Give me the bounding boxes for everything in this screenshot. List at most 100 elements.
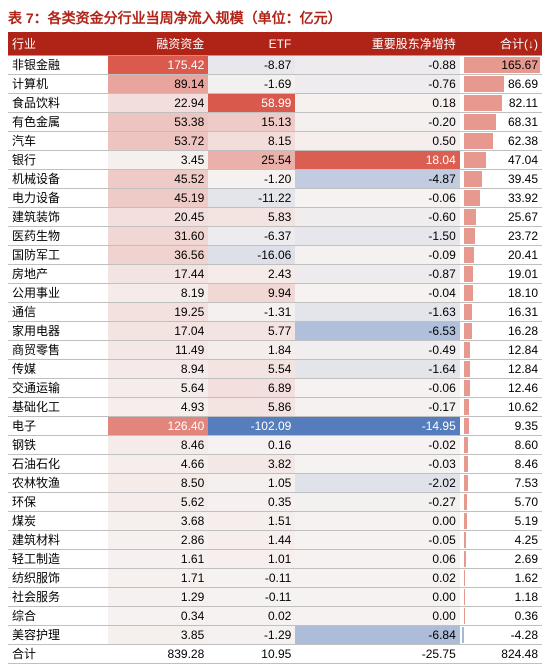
row-name: 有色金属 [8, 113, 108, 132]
table-row: 社会服务1.29-0.110.001.18 [8, 588, 542, 607]
cell-total: 16.28 [460, 322, 542, 341]
col-etf: ETF [208, 32, 295, 56]
cell-margin: 126.40 [108, 417, 208, 436]
cell-total: 62.38 [460, 132, 542, 151]
cell-holder: -1.50 [295, 227, 459, 246]
table-row: 非银金融175.42-8.87-0.88165.67 [8, 56, 542, 75]
row-name: 商贸零售 [8, 341, 108, 360]
cell-etf: -0.11 [208, 569, 295, 588]
col-industry: 行业 [8, 32, 108, 56]
cell-margin: 4.66 [108, 455, 208, 474]
cell-holder: 18.04 [295, 151, 459, 170]
table-row: 机械设备45.52-1.20-4.8739.45 [8, 170, 542, 189]
cell-margin: 5.64 [108, 379, 208, 398]
row-name: 机械设备 [8, 170, 108, 189]
cell-etf: -0.11 [208, 588, 295, 607]
total-c2: 10.95 [208, 645, 295, 664]
cell-total: 47.04 [460, 151, 542, 170]
row-name: 汽车 [8, 132, 108, 151]
cell-etf: -1.69 [208, 75, 295, 94]
cell-margin: 5.62 [108, 493, 208, 512]
cell-etf: 25.54 [208, 151, 295, 170]
cell-margin: 3.68 [108, 512, 208, 531]
cell-total: 4.25 [460, 531, 542, 550]
cell-margin: 1.71 [108, 569, 208, 588]
cell-etf: 15.13 [208, 113, 295, 132]
table-row: 电力设备45.19-11.22-0.0633.92 [8, 189, 542, 208]
total-sum: 824.48 [460, 645, 542, 664]
cell-total: 5.19 [460, 512, 542, 531]
cell-total: 18.10 [460, 284, 542, 303]
cell-total: 68.31 [460, 113, 542, 132]
cell-holder: -6.53 [295, 322, 459, 341]
row-name: 电子 [8, 417, 108, 436]
row-name: 医药生物 [8, 227, 108, 246]
cell-etf: 58.99 [208, 94, 295, 113]
cell-holder: -0.06 [295, 379, 459, 398]
table-row: 石油石化4.663.82-0.038.46 [8, 455, 542, 474]
cell-holder: -0.05 [295, 531, 459, 550]
table-row: 基础化工4.935.86-0.1710.62 [8, 398, 542, 417]
cell-total: 10.62 [460, 398, 542, 417]
cell-etf: -1.29 [208, 626, 295, 645]
row-name: 石油石化 [8, 455, 108, 474]
cell-margin: 1.61 [108, 550, 208, 569]
cell-etf: 5.86 [208, 398, 295, 417]
table-row: 电子126.40-102.09-14.959.35 [8, 417, 542, 436]
cell-total: 9.35 [460, 417, 542, 436]
cell-total: 33.92 [460, 189, 542, 208]
cell-total: 12.46 [460, 379, 542, 398]
table-row: 建筑装饰20.455.83-0.6025.67 [8, 208, 542, 227]
cell-etf: -6.37 [208, 227, 295, 246]
cell-margin: 45.19 [108, 189, 208, 208]
table-row: 环保5.620.35-0.275.70 [8, 493, 542, 512]
cell-holder: -0.60 [295, 208, 459, 227]
table-row: 家用电器17.045.77-6.5316.28 [8, 322, 542, 341]
table-row: 有色金属53.3815.13-0.2068.31 [8, 113, 542, 132]
row-name: 银行 [8, 151, 108, 170]
row-name: 非银金融 [8, 56, 108, 75]
cell-margin: 53.38 [108, 113, 208, 132]
cell-margin: 3.85 [108, 626, 208, 645]
cell-total: 86.69 [460, 75, 542, 94]
row-name: 建筑装饰 [8, 208, 108, 227]
cell-etf: -1.31 [208, 303, 295, 322]
cell-total: 16.31 [460, 303, 542, 322]
cell-total: 25.67 [460, 208, 542, 227]
table-row: 传媒8.945.54-1.6412.84 [8, 360, 542, 379]
col-margin: 融资资金 [108, 32, 208, 56]
cell-margin: 8.46 [108, 436, 208, 455]
cell-etf: 1.05 [208, 474, 295, 493]
table-row: 建筑材料2.861.44-0.054.25 [8, 531, 542, 550]
cell-total: 8.46 [460, 455, 542, 474]
cell-holder: -1.63 [295, 303, 459, 322]
cell-margin: 8.94 [108, 360, 208, 379]
row-name: 公用事业 [8, 284, 108, 303]
row-name: 家用电器 [8, 322, 108, 341]
cell-total: 1.62 [460, 569, 542, 588]
cell-total: 5.70 [460, 493, 542, 512]
cell-etf: 5.54 [208, 360, 295, 379]
cell-margin: 17.04 [108, 322, 208, 341]
table-row: 钢铁8.460.16-0.028.60 [8, 436, 542, 455]
row-name: 传媒 [8, 360, 108, 379]
table-row: 美容护理3.85-1.29-6.84-4.28 [8, 626, 542, 645]
cell-total: -4.28 [460, 626, 542, 645]
cell-holder: -1.64 [295, 360, 459, 379]
fund-flow-table: 行业 融资资金 ETF 重要股东净增持 合计(↓) 非银金融175.42-8.8… [8, 32, 542, 664]
cell-etf: -8.87 [208, 56, 295, 75]
cell-etf: 9.94 [208, 284, 295, 303]
row-name: 建筑材料 [8, 531, 108, 550]
cell-margin: 11.49 [108, 341, 208, 360]
cell-holder: -0.20 [295, 113, 459, 132]
total-c1: 839.28 [108, 645, 208, 664]
cell-etf: 0.02 [208, 607, 295, 626]
cell-holder: -6.84 [295, 626, 459, 645]
cell-total: 20.41 [460, 246, 542, 265]
cell-etf: 0.35 [208, 493, 295, 512]
table-row: 煤炭3.681.510.005.19 [8, 512, 542, 531]
cell-etf: -16.06 [208, 246, 295, 265]
cell-margin: 1.29 [108, 588, 208, 607]
table-row: 农林牧渔8.501.05-2.027.53 [8, 474, 542, 493]
cell-etf: 6.89 [208, 379, 295, 398]
